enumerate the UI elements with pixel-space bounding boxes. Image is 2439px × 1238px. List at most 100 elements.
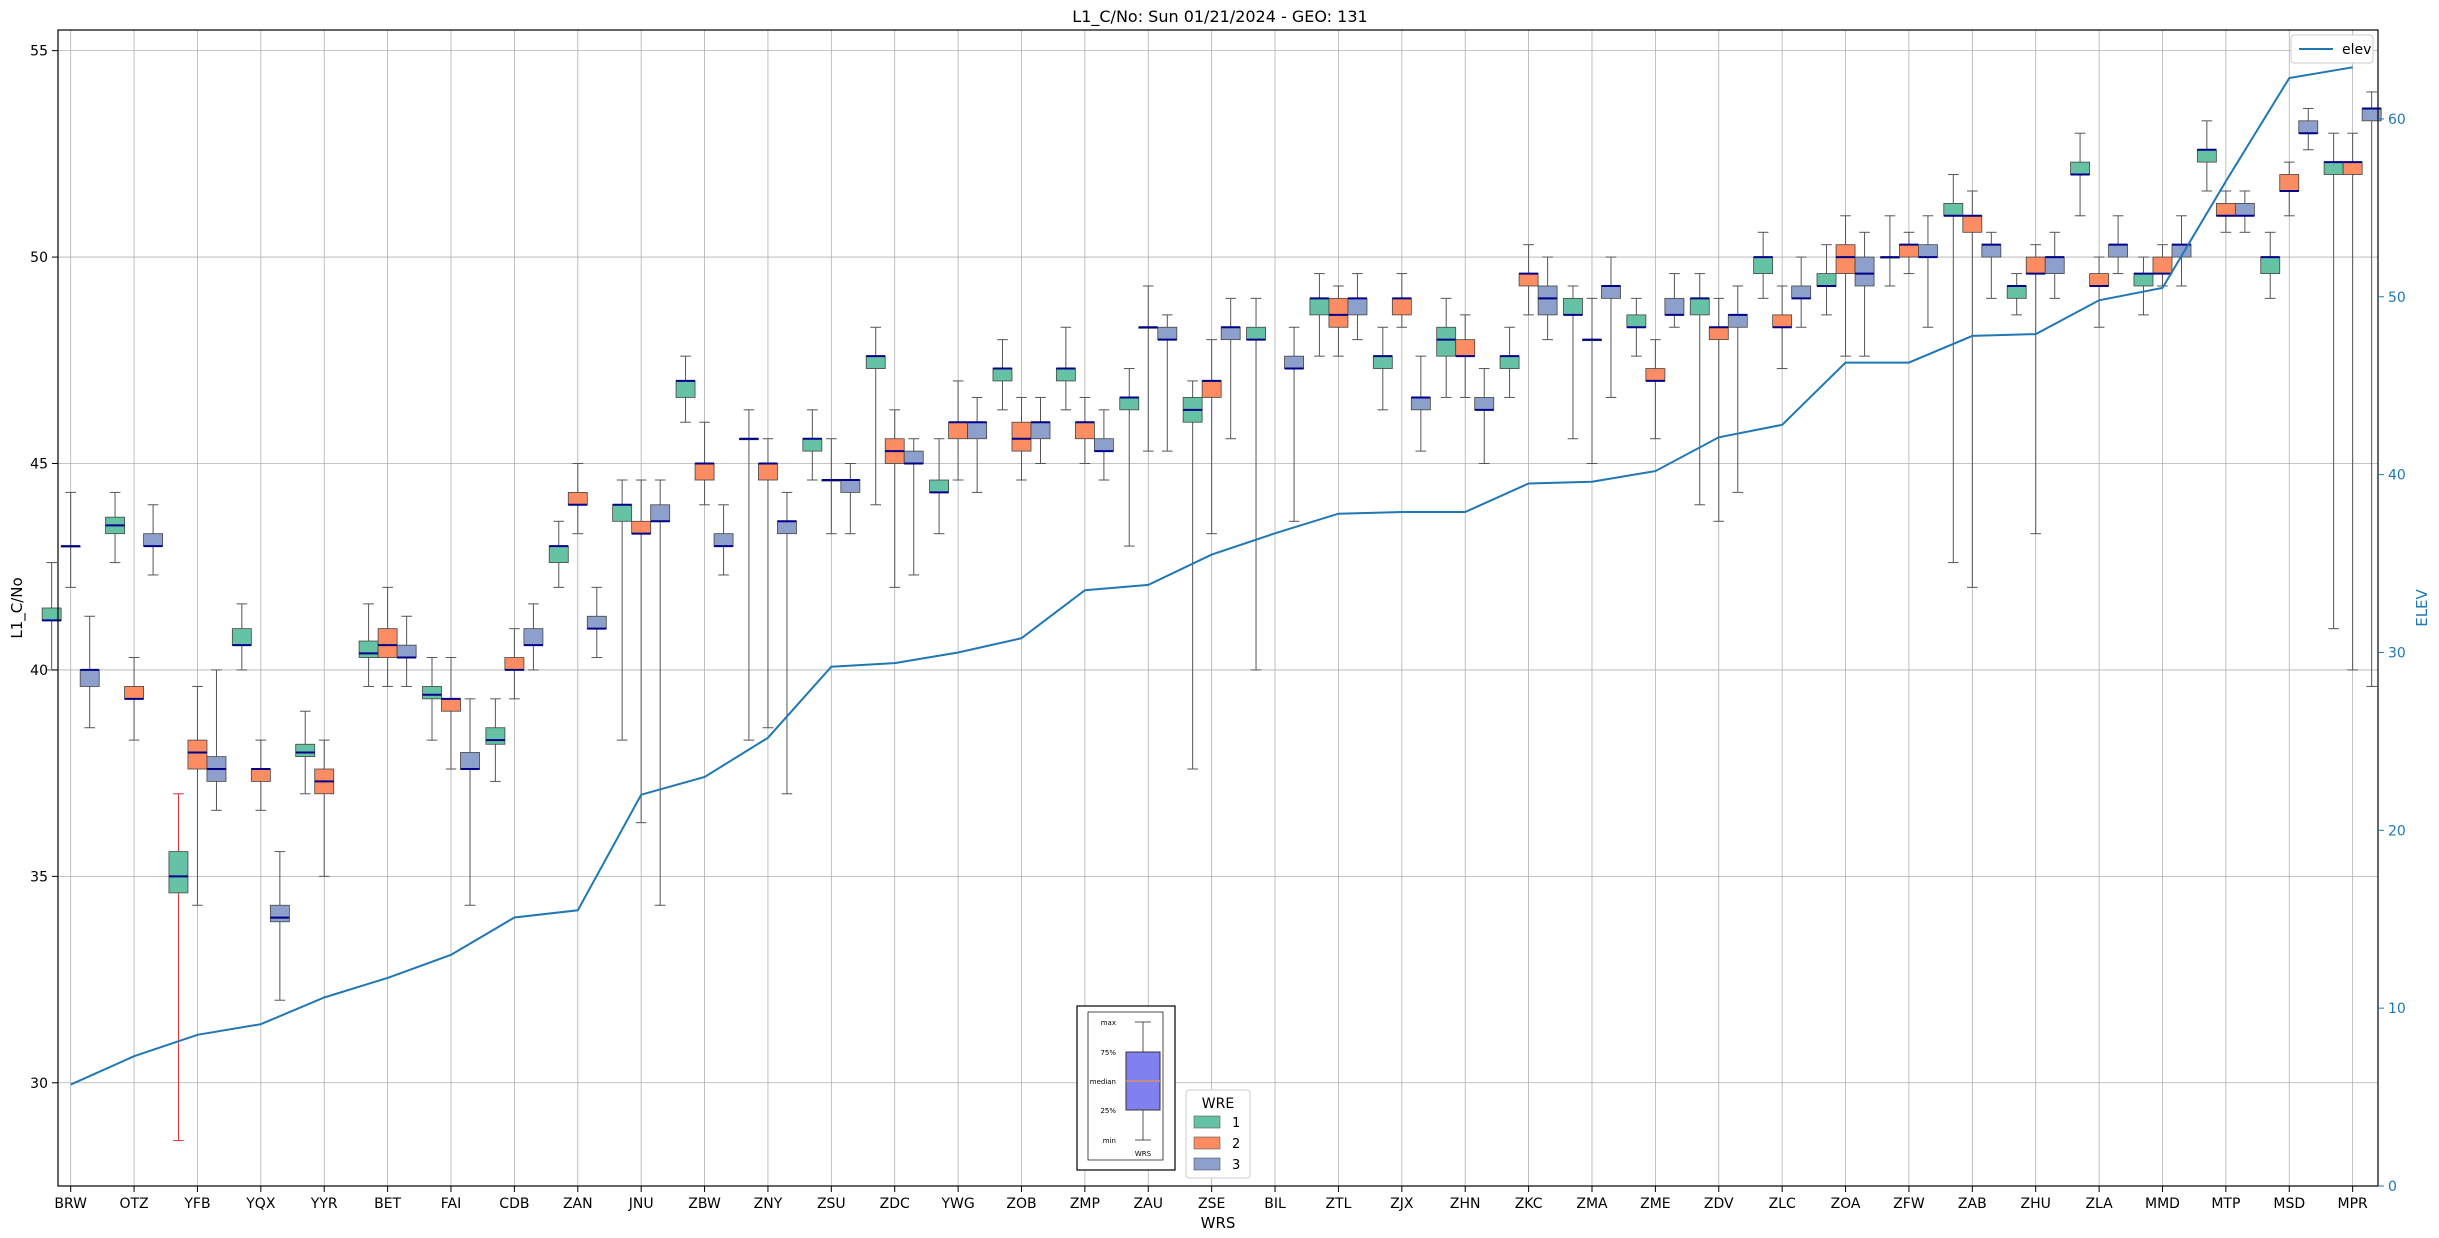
box-iqr [358,640,379,658]
box-wre3-zme [1664,273,1685,328]
y-tick-label: 30 [30,1076,48,1092]
box-iqr [1962,215,1983,233]
box-wre3-zbw [713,504,734,576]
box-wre2-msd [2279,161,2300,217]
x-tick-label: MPR [2338,1196,2369,1212]
box-iqr [1436,326,1457,357]
box-iqr [1816,273,1837,287]
box-wre3-jnu [650,479,671,906]
box-iqr [2298,120,2319,134]
x-tick-label: CDB [499,1196,529,1212]
y-tick-label: 35 [30,869,48,885]
y-tick-label: 50 [30,250,48,266]
y-axis-left: 30 35 40 45 50 55 [30,44,58,1092]
box-iqr [2152,256,2173,274]
x-tick-label: YWG [940,1196,974,1212]
box-iqr [422,686,442,700]
box-iqr [1284,355,1304,369]
box-iqr [1074,421,1095,440]
box-wre2-yyr [314,739,335,877]
box-wre3-zfw [1918,215,1938,328]
box-iqr [1391,297,1412,316]
box-wre2-zkc [1518,244,1539,316]
box-iqr [1347,297,1368,316]
box-wre1-zhu [2006,273,2027,316]
x-tick-label: MMD [2145,1196,2180,1212]
box-iqr [396,644,417,658]
box-iqr [1537,285,1558,316]
x-tick-label: ZNY [754,1196,783,1212]
box-wre1-zla [2070,132,2090,217]
box-wre1-bet [358,603,379,687]
box-wre3-zan [586,586,607,659]
legend-wre: WRE 1 2 3 [1185,1089,1251,1179]
box-iqr [2279,174,2300,192]
box-wre3-zoa [1854,231,1875,357]
box-wre1-msd [2260,231,2281,299]
box-wre3-zhn [1474,368,1495,464]
x-axis-label: WRS [1201,1214,1236,1232]
elevation-line [70,66,2353,1086]
x-tick-label: BIL [1264,1196,1286,1212]
box-wre1-mmd [2133,256,2154,316]
box-iqr [1664,297,1685,316]
box-iqr [504,657,525,671]
box-iqr [713,533,734,547]
box-wre3-brw [79,615,100,729]
box-wre3-zsu [840,463,861,535]
box-iqr [1011,421,1032,452]
box-wre1-otz [105,491,125,564]
box-wre3-msd [2298,107,2319,151]
box-wre2-bet [377,586,398,687]
box-wre1-zlc [1753,231,1774,299]
box-wre1-yqx [231,603,252,671]
box-wre1-zmp [1055,326,1076,411]
box-wre2-yqx [250,739,271,811]
x-tick-label: ZFW [1893,1196,1925,1212]
x-tick-label: ZTL [1325,1196,1351,1212]
y2-axis-label: ELEV [2413,588,2431,626]
box-wre3-zma [1601,256,1621,398]
box-iqr [79,669,100,687]
y2-tick-label: 50 [2388,290,2406,306]
box-iqr [1708,326,1729,341]
box-iqr [1474,397,1495,411]
box-plots [41,91,2382,1142]
box-iqr [548,545,569,563]
inset-label-min: min [1103,1137,1116,1145]
x-tick-label: ZMA [1576,1196,1608,1212]
box-iqr [1328,297,1349,328]
box-wre3-zdc [903,438,924,576]
box-iqr [168,851,189,894]
x-tick-label: ZAN [563,1196,593,1212]
box-iqr [2215,202,2236,217]
legend-wre-swatch-2 [1193,1136,1221,1150]
box-wre1-zdc [865,326,886,506]
box-iqr [1645,368,1666,382]
box-iqr [2196,149,2217,163]
x-tick-label: ZKC [1515,1196,1543,1212]
box-iqr [758,463,778,481]
box-iqr [1220,326,1241,341]
box-iqr [1499,355,1520,369]
box-wre2-zdv [1708,297,1729,522]
legend-wre-swatch-3 [1193,1157,1221,1171]
y-tick-label: 55 [30,44,48,60]
box-iqr [650,504,671,522]
box-wre3-zlc [1791,256,1812,328]
box-wre3-zau [1157,314,1178,452]
elev-series-line [70,66,2353,1086]
box-wre1-zan [548,520,569,588]
box-wre2-zdc [884,409,905,588]
box-wre3-zmp [1093,409,1114,481]
box-iqr [1835,244,1856,274]
box-key-inset: max 75% median 25% min WRS [1076,1005,1176,1171]
box-iqr [840,479,861,493]
box-wre2-otz [124,657,144,741]
box-wre2-zhn [1455,314,1476,398]
box-wre2-yfb [187,685,208,906]
inset-label-median: median [1090,1078,1116,1086]
y-tick-label: 40 [30,663,48,679]
y2-tick-label: 60 [2388,112,2406,128]
